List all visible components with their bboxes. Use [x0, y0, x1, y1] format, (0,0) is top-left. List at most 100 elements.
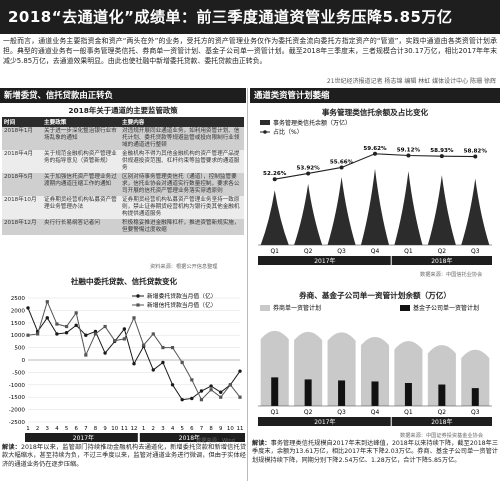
cell-time: 2018年12月: [2, 219, 42, 235]
legend-marker-entrusted: [136, 294, 140, 298]
entrusted-loan-point: [209, 384, 213, 388]
entrusted-loan-point: [180, 397, 184, 402]
entrusted-loan-point: [199, 389, 204, 393]
loans-chart-title: 社融中委托贷款、信托贷款变化: [70, 277, 178, 286]
entrusted-loan-point: [132, 362, 136, 366]
share-label: 53.92%: [296, 165, 320, 171]
x-tick-label: Q2: [438, 409, 447, 416]
y-tick-label: -1500: [9, 395, 26, 401]
trust-loan-point: [132, 316, 136, 320]
broker-bar: [360, 336, 390, 406]
x-tick-label: Q2: [438, 248, 447, 255]
share-label: 59.62%: [363, 146, 387, 152]
trust-loan-point: [238, 395, 242, 399]
x-tick-label: 9: [219, 426, 223, 432]
trust-loan-point: [161, 346, 165, 350]
broker-bar: [294, 331, 323, 406]
legend-swatch-broker: [260, 305, 270, 311]
year-band-2017: [258, 417, 391, 426]
balance-bar: [294, 183, 323, 245]
fund-bar: [271, 377, 279, 406]
year-label-2018: 2018年: [431, 418, 452, 426]
trust-loan-point: [219, 395, 223, 399]
cell-time: 2018年4月: [2, 150, 42, 173]
x-tick-label: Q1: [270, 409, 279, 416]
broker-bar: [327, 332, 356, 406]
legend-marker-trust: [136, 303, 140, 307]
x-tick-label: Q1: [270, 248, 279, 255]
policy-table-title: 2018年关于通道的主要监管政策: [68, 106, 178, 115]
lead-paragraph: 一般而言，通道业务主要指资金和资产“两头在外”的业务，受托方的资产管理业务仅作为…: [3, 37, 497, 66]
legend-swatch-balance: [260, 120, 270, 125]
balance-bar: [360, 168, 390, 245]
policy-table: 时间 主要政策 主要内容 2018年1月 关于进一步深化整治银行业市场乱象的通知…: [2, 117, 244, 235]
y-tick-label: -500: [12, 370, 25, 376]
column-divider: [247, 88, 248, 481]
entrusted-loan-point: [93, 329, 98, 334]
y-tick-label: 0: [21, 358, 25, 364]
plans-chart-title: 券商、基金子公司单一资管计划余额（万亿）: [299, 291, 451, 300]
x-tick-label: 11: [121, 426, 128, 432]
x-tick-label: Q3: [471, 409, 480, 416]
share-label: 58.82%: [464, 149, 488, 155]
x-tick-label: 5: [180, 426, 183, 432]
trust-loan-point: [26, 333, 30, 337]
y-tick-label: 1500: [11, 321, 26, 327]
loans-note-label: 解读：: [2, 444, 22, 451]
trust-loan-point: [36, 332, 40, 336]
table-row: 2018年1月 关于进一步深化整治银行业市场乱象的通知 对违规开展同业通道业务，…: [2, 127, 244, 150]
trust-loan-point: [199, 398, 204, 402]
cell-policy: 证券期货经营机构私募资产管理业务管理办法: [42, 196, 120, 219]
trust-loan-point: [122, 337, 126, 341]
y-tick-label: 1000: [11, 333, 26, 339]
loans-note: 解读：2018年以来，监管部门持续推动金融机构去通道化，新增委托贷款和新增信托贷…: [2, 444, 246, 469]
channel-note-text: 事务管理类信托规模自2017年末到达峰值，2018年以来持续下降，截至2018年…: [252, 440, 499, 464]
byline: 21世纪经济报道记者 杨志锦 编辑 林虹 媒体设计中心 陈珊 徐辉: [326, 78, 496, 85]
legend-swatch-fund: [400, 305, 410, 311]
fund-bar: [371, 381, 379, 406]
x-tick-label: Q4: [371, 248, 380, 255]
x-tick-label: 4: [171, 426, 175, 432]
cell-time: 2018年5月: [2, 173, 42, 196]
trust-loan-point: [64, 324, 69, 329]
balance-bar: [327, 177, 356, 245]
entrusted-loan-point: [151, 368, 155, 372]
x-tick-label: Q3: [337, 409, 346, 416]
legend-marker-share: [263, 130, 267, 134]
fund-bar: [304, 379, 312, 406]
x-tick-label: 8: [94, 426, 98, 432]
x-tick-label: 9: [103, 426, 107, 432]
entrusted-loan-point: [190, 396, 194, 401]
trust-chart-source: 数据来源：中国信托业协会: [420, 272, 483, 278]
legend-label-fund: 基金子公司单一资管计划: [413, 304, 479, 312]
y-tick-label: 2500: [11, 296, 26, 302]
plans-chart-source: 数据来源：中国证券投资基金业协会: [400, 433, 484, 439]
x-tick-label: 3: [161, 426, 164, 432]
x-tick-label: Q2: [304, 248, 313, 255]
cell-content: 对违规开展同业通道业务，如利用资管计划、信托计划、委托贷款等规避监管或投向限制行…: [120, 127, 244, 150]
share-label: 59.12%: [397, 147, 421, 153]
fund-bar: [438, 384, 446, 406]
trust-loan-point: [209, 388, 213, 392]
y-tick-label: 500: [14, 346, 25, 352]
x-tick-label: 5: [65, 426, 68, 432]
trust-loan-point: [93, 332, 98, 336]
entrusted-loan-point: [103, 351, 107, 355]
cell-policy: 关于进一步深化整治银行业市场乱象的通知: [42, 127, 120, 150]
header-policy: 主要政策: [42, 117, 120, 127]
table-row: 2018年12月 央行行长易纲答记者问 积极稳妥推进金融降杠杆，推进资管新规实施…: [2, 219, 244, 235]
year-label-2018: 2018年: [431, 257, 452, 265]
share-point: [272, 177, 277, 182]
year-label-2017: 2017年: [314, 418, 335, 426]
x-tick-label: 7: [200, 426, 203, 432]
header-time: 时间: [2, 117, 42, 127]
legend-label-share: 占比（%）: [273, 128, 303, 136]
legend-label-entrusted: 新增委托贷款当月值（亿）: [147, 292, 217, 300]
x-tick-label: Q2: [304, 409, 313, 416]
entrusted-loan-point: [219, 390, 223, 394]
cell-time: 2018年10月: [2, 196, 42, 219]
cell-content: 区别对待事务管理类信托（通道），控制监管要求，信托业协会对通道实行数量控制，要求…: [120, 173, 244, 196]
loans-chart: 2500 2000 1500 1000 500 0 -500 -1000 -1500 -2000 -…: [9, 292, 245, 442]
balance-bar: [427, 175, 456, 245]
